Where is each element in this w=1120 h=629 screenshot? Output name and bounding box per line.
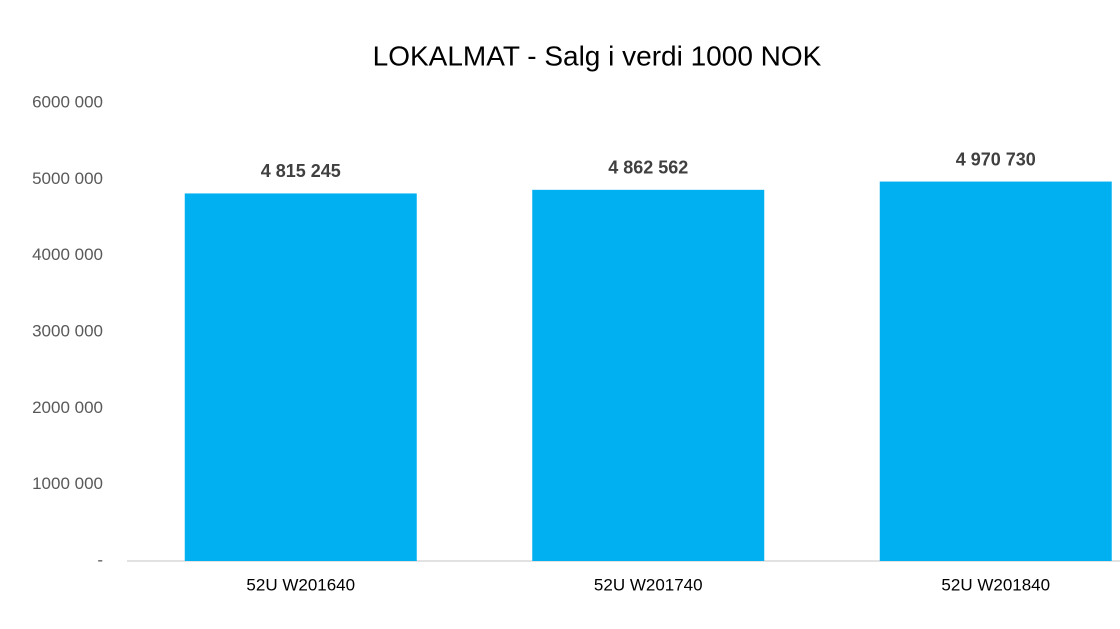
y-tick-label: 2000 000 — [32, 398, 103, 417]
y-tick-label: 4000 000 — [32, 245, 103, 264]
y-tick-label: 1000 000 — [32, 474, 103, 493]
x-tick-label: 52U W201640 — [246, 575, 355, 594]
value-label: 4 970 730 — [956, 149, 1036, 169]
y-tick-label: 6000 000 — [32, 92, 103, 111]
y-tick-label: 5000 000 — [32, 169, 103, 188]
value-label: 4 862 562 — [608, 158, 688, 178]
bar — [532, 189, 765, 561]
value-label: 4 815 245 — [261, 161, 341, 181]
y-tick-label: - — [97, 550, 103, 569]
bar — [879, 181, 1112, 561]
x-tick-label: 52U W201740 — [594, 575, 703, 594]
chart-title: LOKALMAT - Salg i verdi 1000 NOK — [373, 40, 822, 71]
y-tick-label: 3000 000 — [32, 321, 103, 340]
x-tick-label: 52U W201840 — [941, 575, 1050, 594]
bar — [184, 193, 417, 562]
